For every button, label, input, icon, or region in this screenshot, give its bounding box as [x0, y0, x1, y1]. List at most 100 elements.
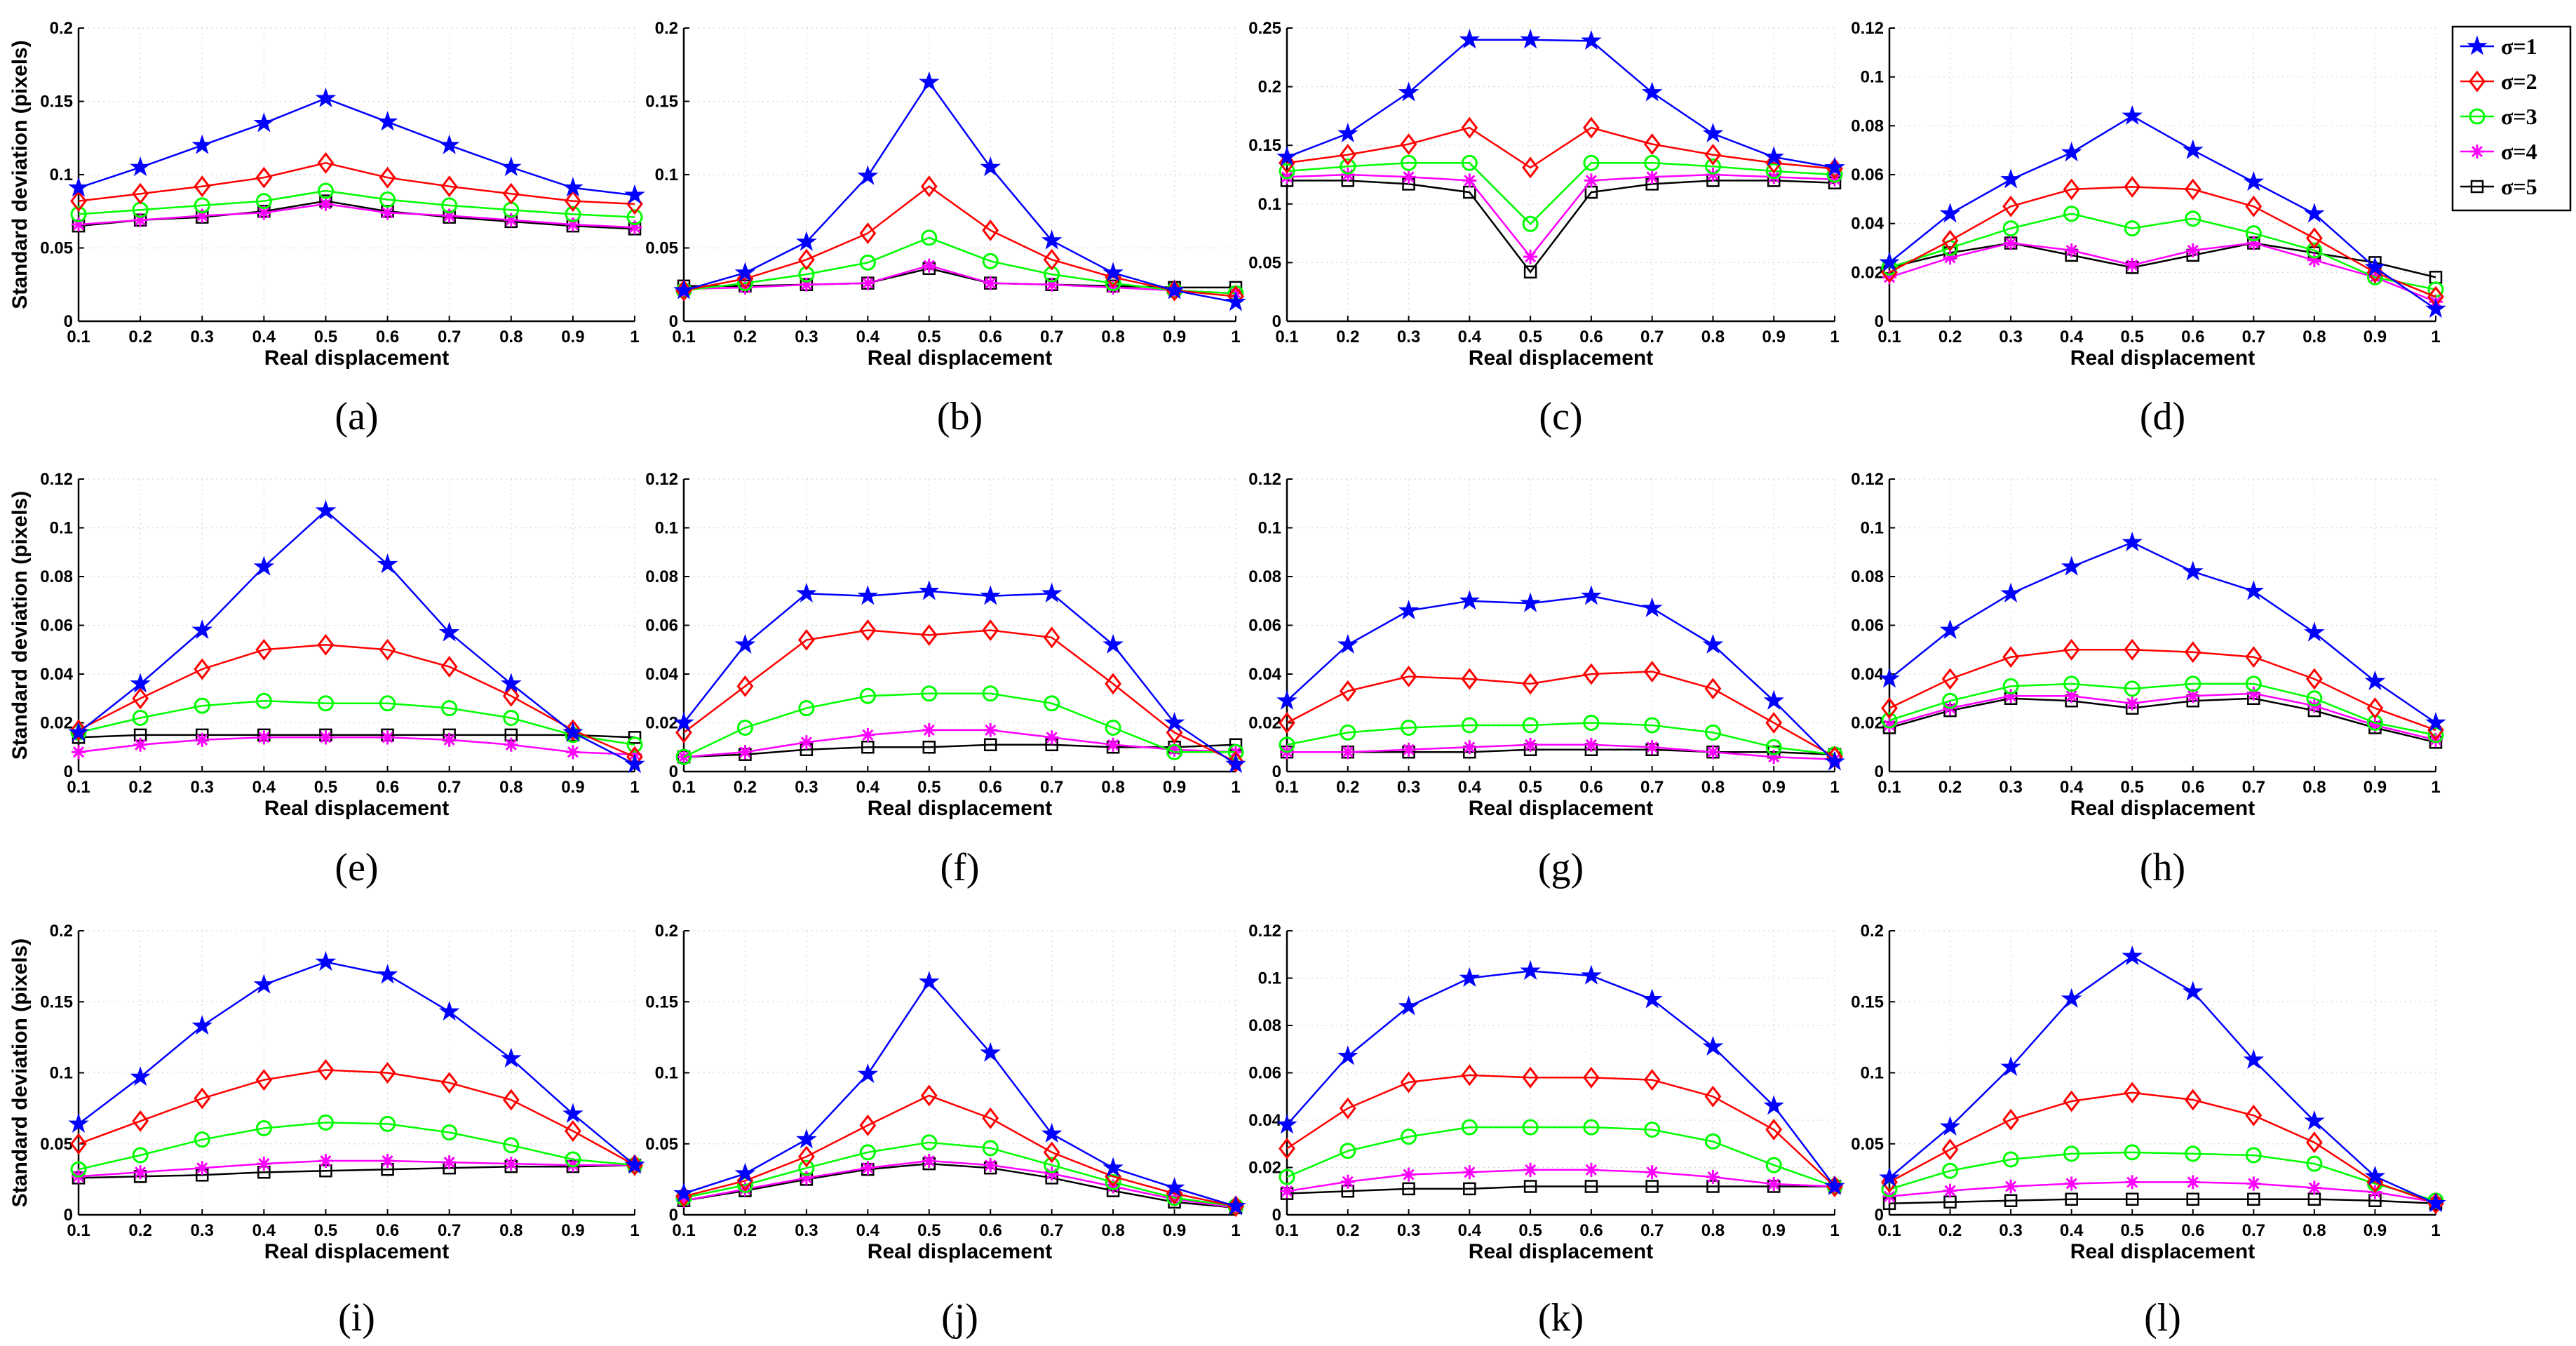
y-tick-label: 0.12	[1851, 19, 1884, 38]
data-point	[673, 1183, 694, 1203]
data-point	[1704, 1085, 1722, 1108]
data-point	[2004, 1194, 2018, 1207]
series-line	[683, 1141, 1236, 1208]
data-point	[442, 208, 457, 223]
x-tick-label: 0.2	[734, 1221, 757, 1240]
data-point	[626, 209, 643, 226]
x-tick-label: 0.2	[1336, 1221, 1359, 1240]
data-point	[1583, 154, 1600, 171]
data-point	[1704, 158, 1721, 175]
data-point	[1645, 1180, 1659, 1193]
y-tick-label: 0.1	[1861, 519, 1884, 538]
panel-label: (g)	[1538, 846, 1584, 889]
y-tick-label: 0.05	[40, 239, 73, 258]
x-axis-label: Real displacement	[868, 1240, 1052, 1263]
data-point	[1824, 751, 1845, 771]
data-point	[133, 1165, 148, 1180]
x-axis-label: Real displacement	[264, 1240, 449, 1263]
data-point	[2063, 1145, 2080, 1162]
y-tick-label: 0.04	[1248, 1111, 1281, 1130]
data-point	[1522, 1066, 1539, 1089]
chart-panel-f: 0 0.02 0.04 0.06 0.08 0.1 0.12 0.1 0.2 0.3 0.4 0.5 0…	[645, 470, 1246, 889]
data-point	[983, 722, 998, 737]
x-tick-label: 0.7	[2242, 328, 2265, 346]
data-point	[919, 580, 940, 600]
x-tick-label: 0.3	[191, 328, 214, 346]
data-point	[2065, 1192, 2078, 1206]
data-point	[2000, 168, 2021, 189]
x-tick-label: 0.1	[67, 328, 90, 346]
x-tick-label: 0.1	[672, 328, 695, 346]
data-point	[1706, 1170, 1720, 1184]
x-tick-label: 1	[2431, 778, 2440, 797]
x-tick-label: 0.2	[734, 328, 757, 346]
data-point	[379, 191, 396, 208]
x-tick-label: 0.9	[561, 778, 584, 797]
data-point	[2246, 686, 2261, 701]
x-tick-label: 0.9	[1163, 778, 1186, 797]
data-point	[440, 1072, 458, 1094]
data-point	[1401, 1129, 1417, 1145]
data-point	[1280, 170, 1294, 184]
x-tick-label: 0.5	[1518, 778, 1542, 797]
x-tick-label: 0.1	[67, 778, 90, 797]
data-point	[1041, 1123, 1063, 1143]
y-tick-label: 0.08	[1851, 567, 1884, 586]
data-point	[1522, 156, 1539, 179]
data-point	[1340, 1174, 1355, 1189]
data-point	[1280, 1184, 1294, 1199]
series-sigma-2	[1279, 116, 1843, 180]
x-tick-label: 0.6	[979, 778, 1002, 797]
panel-label: (l)	[2144, 1296, 2181, 1340]
data-point	[1765, 739, 1782, 755]
data-point	[982, 219, 999, 241]
data-point	[442, 1155, 457, 1170]
data-point	[503, 1137, 520, 1154]
legend-marker	[2470, 180, 2484, 194]
data-point	[859, 687, 876, 704]
data-point	[2002, 1108, 2020, 1131]
data-point	[1225, 291, 1246, 311]
data-point	[920, 624, 938, 646]
x-tick-label: 1	[630, 778, 639, 797]
data-point	[1767, 1177, 1781, 1192]
x-tick-label: 0.9	[2363, 778, 2387, 797]
data-point	[2061, 142, 2082, 162]
data-point	[1584, 737, 1598, 752]
data-point	[501, 1047, 522, 1068]
data-point	[1706, 168, 1720, 182]
y-axis-label: Standard deviation (pixels)	[8, 938, 32, 1207]
series-sigma-5	[1280, 174, 1842, 279]
legend-box	[2451, 25, 2572, 212]
data-point	[562, 721, 584, 741]
data-point	[1943, 250, 1957, 265]
data-point	[1702, 122, 1724, 143]
data-point	[1044, 695, 1060, 712]
series-line	[1286, 1126, 1835, 1187]
data-point	[253, 112, 275, 133]
data-point	[1765, 163, 1782, 180]
data-point	[253, 556, 275, 576]
y-tick-label: 0	[1875, 762, 1884, 781]
data-point	[2304, 621, 2325, 642]
data-point	[1339, 144, 1356, 166]
data-point	[440, 175, 458, 198]
x-tick-label: 0.9	[2363, 1221, 2387, 1240]
data-point	[2184, 641, 2201, 664]
y-tick-label: 0.04	[645, 665, 678, 684]
data-point	[195, 208, 210, 223]
data-point	[1763, 689, 1784, 710]
chart-panel-h: 0 0.02 0.04 0.06 0.08 0.1 0.12 0.1 0.2 0.3 0.4 0.5 0…	[1851, 470, 2446, 889]
x-tick-label: 0.5	[917, 1221, 940, 1240]
data-point	[1882, 718, 1896, 732]
series-line	[1889, 186, 2436, 298]
x-tick-label: 1	[1231, 1221, 1240, 1240]
data-point	[1164, 1176, 1185, 1197]
data-point	[1102, 1157, 1124, 1177]
x-tick-label: 0.6	[979, 1221, 1002, 1240]
y-tick-label: 0.05	[645, 1135, 678, 1154]
x-tick-label: 0.6	[2181, 1221, 2204, 1240]
data-point	[1102, 633, 1124, 654]
data-point	[442, 732, 457, 747]
x-tick-label: 0.6	[1579, 328, 1603, 346]
